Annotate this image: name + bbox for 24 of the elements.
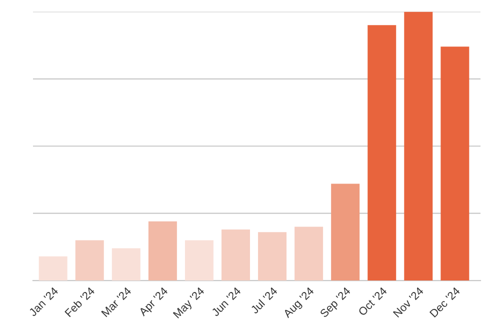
x-tick-label: Jan '24: [28, 286, 59, 317]
bar: [294, 226, 324, 281]
bar: [331, 184, 360, 281]
x-tick-label: Dec '24: [429, 286, 460, 318]
bar: [222, 229, 250, 281]
bar: [38, 256, 68, 281]
x-tick-label: Apr '24: [138, 286, 170, 318]
x-tick-label: Oct '24: [358, 286, 388, 316]
x-tick-label: May '24: [172, 286, 206, 320]
x-tick-label: Jul '24: [250, 286, 278, 314]
bar: [368, 25, 396, 281]
bar: [184, 240, 214, 281]
x-tick-label: Mar '24: [101, 286, 132, 318]
bar: [440, 46, 470, 281]
x-tick-label: Jun '24: [210, 286, 242, 317]
bar: [75, 240, 104, 281]
x-tick-label: Aug '24: [282, 286, 316, 320]
x-tick-label: Sep '24: [320, 286, 352, 320]
bar: [148, 221, 177, 281]
bar: [112, 248, 140, 281]
bar: [258, 232, 287, 281]
x-tick-label: Nov '24: [392, 286, 424, 318]
x-tick-label: Feb '24: [64, 286, 96, 318]
bar: [404, 12, 433, 281]
